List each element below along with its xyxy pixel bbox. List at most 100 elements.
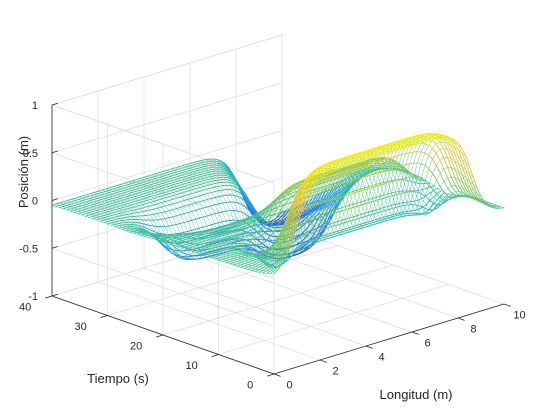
mesh-segment <box>184 182 190 185</box>
mesh-segment <box>316 170 321 175</box>
mesh-segment <box>294 246 300 251</box>
mesh-segment <box>88 213 94 216</box>
mesh-segment <box>189 166 195 169</box>
mesh-segment <box>204 237 209 240</box>
mesh-segment <box>421 206 426 209</box>
mesh-segment <box>388 151 394 154</box>
mesh-segment <box>258 210 263 215</box>
mesh-segment <box>278 243 283 253</box>
mesh-segment <box>428 154 433 160</box>
mesh-segment <box>280 214 285 221</box>
mesh-segment <box>138 198 144 201</box>
mesh-segment <box>231 225 237 228</box>
mesh-segment <box>166 171 172 174</box>
mesh-segment <box>272 215 278 223</box>
mesh-segment <box>343 155 349 158</box>
mesh-segment <box>284 189 290 194</box>
mesh-segment <box>377 165 382 167</box>
mesh-segment <box>194 227 200 230</box>
mesh-segment <box>408 139 413 142</box>
mesh-segment <box>203 249 209 252</box>
mesh-segment <box>77 205 83 208</box>
mesh-segment <box>218 202 223 205</box>
mesh-segment <box>419 135 425 138</box>
mesh-segment <box>300 186 306 196</box>
mesh-segment <box>112 196 117 199</box>
mesh-segment <box>297 233 303 236</box>
mesh-segment <box>195 248 201 251</box>
mesh-segment <box>206 205 212 208</box>
mesh-segment <box>55 204 60 207</box>
mesh-segment <box>427 137 432 140</box>
mesh-segment <box>173 178 179 181</box>
mesh-segment <box>321 201 326 204</box>
mesh-segment <box>366 148 372 151</box>
mesh-segment <box>123 205 128 208</box>
mesh-segment <box>192 174 198 177</box>
mesh-segment <box>329 234 334 237</box>
mesh-segment <box>417 213 423 215</box>
mesh-segment <box>401 177 407 180</box>
mesh-segment <box>356 169 362 172</box>
mesh-segment <box>409 151 414 154</box>
y-tick-label: 0 <box>247 379 253 391</box>
mesh-segment <box>214 212 219 215</box>
mesh-segment <box>204 158 210 161</box>
mesh-segment <box>272 208 278 215</box>
mesh-segment <box>167 236 172 240</box>
mesh-segment <box>469 180 475 192</box>
mesh-segment <box>116 186 122 189</box>
mesh-segment <box>313 203 319 206</box>
mesh-segment <box>450 167 456 179</box>
mesh-segment <box>401 191 407 194</box>
mesh-segment <box>262 261 268 266</box>
mesh-segment <box>197 162 202 165</box>
mesh-segment <box>340 222 346 225</box>
mesh-segment <box>224 232 230 235</box>
mesh-segment <box>232 235 237 238</box>
mesh-segment <box>204 230 210 233</box>
mesh-segment <box>355 190 361 193</box>
mesh-segment <box>321 215 327 218</box>
mesh-segment <box>320 166 325 170</box>
mesh-segment <box>393 179 399 182</box>
x-tick-mark <box>457 317 465 321</box>
mesh-segment <box>114 215 120 218</box>
mesh-segment <box>219 226 225 229</box>
mesh-segment <box>292 187 298 191</box>
mesh-segment <box>74 196 80 199</box>
mesh-segment <box>202 235 208 238</box>
mesh-segment <box>218 245 224 247</box>
mesh-segment <box>276 194 282 201</box>
mesh-segment <box>300 194 306 205</box>
mesh-segment <box>407 143 413 146</box>
mesh-segment <box>399 168 405 172</box>
mesh-segment <box>346 176 352 180</box>
mesh-segment <box>104 206 109 209</box>
mesh-segment <box>357 167 363 170</box>
mesh-segment <box>274 247 280 255</box>
mesh-segment <box>167 248 173 254</box>
mesh-segment <box>319 186 325 189</box>
mesh-segment <box>248 260 253 263</box>
mesh-segment <box>214 203 220 206</box>
mesh-segment <box>120 189 125 192</box>
mesh-segment <box>473 194 479 201</box>
mesh-segment <box>306 241 311 244</box>
mesh-segment <box>232 263 238 266</box>
mesh-segment <box>247 267 253 270</box>
mesh-segment <box>406 201 412 203</box>
mesh-segment <box>341 218 346 221</box>
mesh-segment <box>162 240 168 243</box>
mesh-segment <box>288 237 294 250</box>
y-tick-mark <box>44 295 53 299</box>
mesh-segment <box>223 166 229 170</box>
mesh-segment <box>371 223 377 226</box>
mesh-segment <box>70 200 76 203</box>
mesh-segment <box>212 228 217 231</box>
mesh-segment <box>242 227 248 231</box>
mesh-segment <box>78 200 83 203</box>
mesh-segment <box>254 212 260 216</box>
mesh-segment <box>357 160 363 163</box>
mesh-segment <box>249 248 255 251</box>
